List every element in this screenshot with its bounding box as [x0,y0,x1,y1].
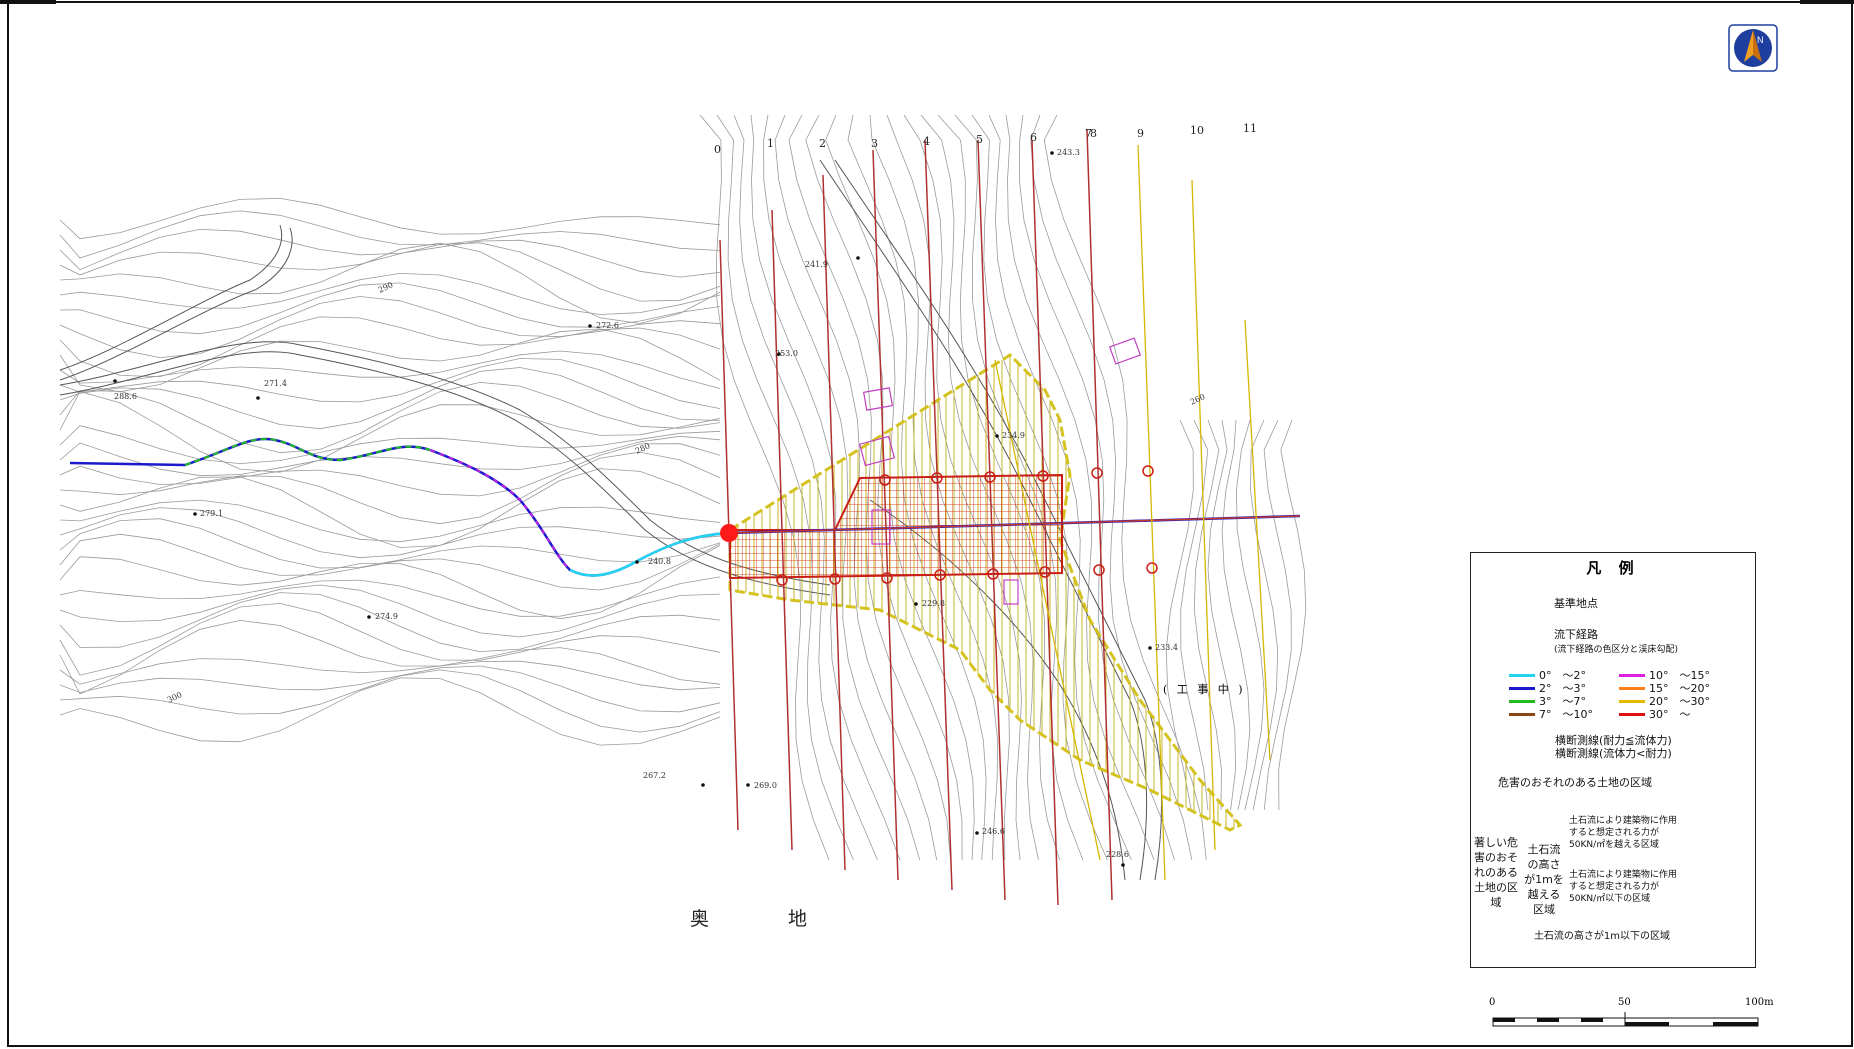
section-number: 6 [1030,131,1037,144]
base-point [720,524,738,542]
legend-cross-red: 横断測線(耐力≦流体力) [1555,734,1672,747]
slope-label: 10° ～15° [1649,669,1710,682]
legend-zone-height-over: 土石流の高さが1mを越える区域 [1524,843,1564,916]
section-number: 11 [1243,122,1257,135]
slope-label: 0° ～2° [1539,669,1586,682]
spot-elevation: 233.4 [1155,643,1178,652]
legend-zone-hazard: 危害のおそれのある土地の区域 [1498,776,1652,789]
slope-label: 30° ～ [1649,708,1691,721]
north-arrow-icon: N [1728,24,1778,72]
buildings [858,337,1142,605]
section-number: 3 [871,137,878,150]
legend-zone-height-under: 土石流の高さが1m以下の区域 [1533,931,1671,942]
cross-section-lines-yellow [994,144,1271,881]
section-markers [776,465,1158,586]
spot-elevation: 272.6 [596,321,619,330]
spot-elevation: 228.6 [1106,850,1129,859]
map-frame [7,1,1853,1047]
slope-label: 2° ～3° [1539,682,1586,695]
section-number: 9 [1137,127,1144,140]
slope-swatch [1619,687,1645,690]
slope-label: 20° ～30° [1649,695,1710,708]
section-number: 1 [767,137,774,150]
spot-points [113,151,1152,867]
section-number: 0 [714,143,721,156]
section-number: 10 [1190,124,1204,137]
spot-elevation: 246.6 [982,827,1005,836]
spot-elevation: 243.3 [1057,148,1080,157]
spot-elevation: 271.4 [264,379,287,388]
legend-zone-force-under: 土石流により建築物に作用すると想定される力が50KN/㎡以下の区域 [1569,870,1677,904]
spot-elevation: 253.0 [775,349,798,358]
scale-bar [1492,1012,1759,1027]
legend-flow-note: (流下経路の色区分と渓床勾配) [1554,645,1679,655]
scale-label: 50 [1618,997,1631,1008]
spot-elevation: 240.8 [648,557,671,566]
slope-label: 7° ～10° [1539,708,1593,721]
construction-label: ( 工 事 中 ) [1163,683,1246,696]
section-number: 2 [819,137,826,150]
scale-label: 0 [1489,997,1496,1008]
legend-zone-severe: 著しい危害のおそれのある土地の区域 [1474,836,1518,909]
spot-elevation: 288.6 [114,392,137,401]
slope-label: 15° ～20° [1649,682,1710,695]
slope-swatch [1619,674,1645,677]
spot-elevation: 279.1 [200,509,223,518]
legend-cross-yellow: 横断測線(流体力<耐力) [1555,747,1672,760]
legend-base-point: 基準地点 [1554,597,1598,610]
slope-swatch [1619,713,1645,716]
slope-label: 3° ～7° [1539,695,1586,708]
section-number: 8 [1090,127,1097,140]
section-number: 4 [923,135,930,148]
scale-label: 100m [1745,997,1774,1008]
spot-elevation: 234.9 [1002,431,1025,440]
spot-elevation: 267.2 [643,771,666,780]
hazard-zone [728,353,1243,832]
section-number: 5 [976,133,983,146]
slope-swatch [1619,700,1645,703]
legend: 凡 例 基準地点 流下経路 (流下経路の色区分と渓床勾配) 0° ～2° 2° ～… [1470,552,1756,968]
spot-elevation: 241.9 [805,260,828,269]
svg-text:N: N [1757,35,1764,45]
spot-elevation: 274.9 [375,612,398,621]
legend-title: 凡 例 [1586,559,1640,577]
slope-swatch [1509,674,1535,677]
spot-elevation: 229.8 [922,599,945,608]
slope-swatch [1509,687,1535,690]
slope-swatch [1509,713,1535,716]
legend-zone-force-over: 土石流により建築物に作用すると想定される力が50KN/㎡を越える区域 [1569,816,1677,850]
place-name: 奥 地 [690,908,838,930]
legend-flow-path: 流下経路 [1554,628,1598,641]
slope-swatch [1509,700,1535,703]
section-number: 7 [1085,127,1092,140]
spot-elevation: 269.0 [754,781,777,790]
